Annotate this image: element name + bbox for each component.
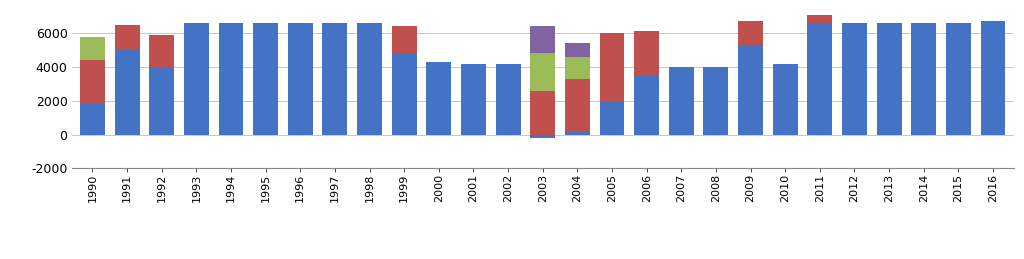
- Bar: [530, 26, 555, 53]
- Bar: [807, 15, 833, 23]
- Bar: [80, 60, 104, 104]
- Bar: [115, 50, 139, 134]
- Bar: [150, 35, 174, 67]
- Bar: [80, 104, 104, 134]
- Bar: [530, 53, 555, 91]
- Bar: [357, 23, 382, 134]
- Bar: [877, 23, 901, 134]
- Bar: [981, 21, 1006, 134]
- Bar: [218, 23, 244, 134]
- Bar: [323, 23, 347, 134]
- Bar: [703, 67, 728, 134]
- Bar: [565, 79, 590, 131]
- Bar: [288, 23, 312, 134]
- Bar: [911, 23, 936, 134]
- Bar: [738, 45, 763, 134]
- Bar: [426, 62, 452, 134]
- Bar: [807, 23, 833, 134]
- Bar: [634, 31, 659, 75]
- Bar: [80, 37, 104, 60]
- Bar: [392, 26, 417, 53]
- Bar: [738, 21, 763, 45]
- Bar: [565, 131, 590, 134]
- Bar: [150, 67, 174, 134]
- Bar: [565, 43, 590, 57]
- Bar: [599, 102, 625, 134]
- Bar: [599, 33, 625, 102]
- Bar: [773, 63, 798, 134]
- Bar: [184, 23, 209, 134]
- Bar: [669, 67, 693, 134]
- Bar: [634, 75, 659, 134]
- Bar: [842, 23, 867, 134]
- Bar: [496, 63, 520, 134]
- Bar: [392, 53, 417, 134]
- Bar: [253, 23, 279, 134]
- Bar: [530, 91, 555, 134]
- Bar: [461, 63, 486, 134]
- Bar: [946, 23, 971, 134]
- Bar: [115, 25, 139, 50]
- Bar: [530, 134, 555, 138]
- Bar: [565, 57, 590, 79]
